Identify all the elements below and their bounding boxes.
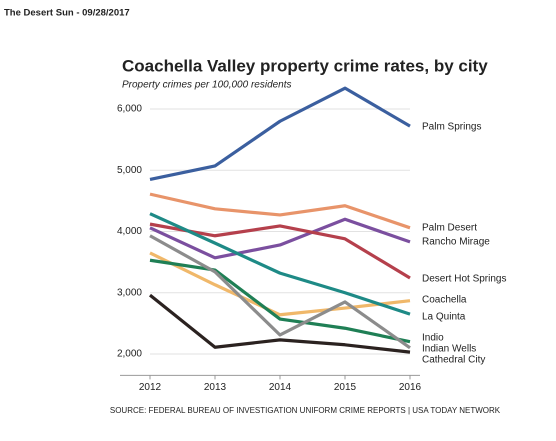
x-tick-label: 2014 [269,382,292,393]
source: SOURCE: FEDERAL BUREAU OF INVESTIGATION … [110,406,501,415]
series-line [149,212,411,316]
series-line [149,86,411,181]
x-tick-label: 2016 [399,382,422,393]
series-label: Indian Wells [422,344,476,355]
y-tick-label: 6,000 [117,104,142,115]
series-line [149,251,411,317]
x-tick-label: 2015 [334,382,357,393]
y-tick-label: 3,000 [117,287,142,298]
y-tick-label: 2,000 [117,349,142,360]
series-line [149,234,411,350]
series-label: La Quinta [422,312,466,323]
series-label: Desert Hot Springs [422,274,506,285]
chart-subtitle: Property crimes per 100,000 residents [122,80,292,91]
series-label: Palm Desert [422,223,477,234]
series-line [149,217,411,260]
x-tick-label: 2012 [139,382,162,393]
series-label: Coachella [422,295,467,306]
series-label: Palm Springs [422,122,481,133]
series-line [149,258,411,344]
series-label: Indio [422,333,444,344]
series-label: Rancho Mirage [422,237,490,248]
series-line [149,192,411,230]
header: The Desert Sun - 09/28/2017 [4,8,130,19]
series-line [148,293,411,354]
series-label: Cathedral City [422,355,485,366]
y-tick-label: 5,000 [117,165,142,176]
y-tick-label: 4,000 [117,226,142,237]
x-tick-label: 2013 [204,382,227,393]
chart-title: Coachella Valley property crime rates, b… [122,56,488,75]
